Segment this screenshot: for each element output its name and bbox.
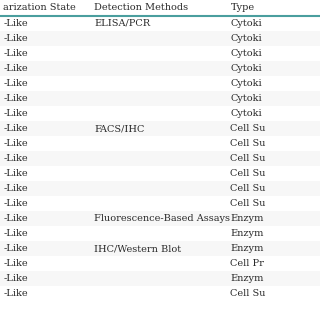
Text: Cytoki: Cytoki (230, 19, 262, 28)
Text: -Like: -Like (3, 274, 28, 283)
Text: ELISA/PCR: ELISA/PCR (94, 19, 150, 28)
Text: -Like: -Like (3, 259, 28, 268)
Text: Enzym: Enzym (230, 244, 264, 253)
Text: Cell Su: Cell Su (230, 169, 266, 178)
Text: arization State: arization State (3, 4, 76, 12)
Text: -Like: -Like (3, 79, 28, 88)
Text: -Like: -Like (3, 289, 28, 298)
Text: Cytoki: Cytoki (230, 109, 262, 118)
Text: Type: Type (230, 4, 254, 12)
Text: -Like: -Like (3, 124, 28, 133)
Bar (0, 196, 320, 211)
Text: Cytoki: Cytoki (230, 79, 262, 88)
Bar (0, 61, 320, 76)
Text: -Like: -Like (3, 199, 28, 208)
Bar (0, 106, 320, 121)
Text: -Like: -Like (3, 169, 28, 178)
Text: IHC/Western Blot: IHC/Western Blot (94, 244, 181, 253)
Bar (0, 211, 320, 226)
Bar (0, 121, 320, 136)
Text: Cytoki: Cytoki (230, 64, 262, 73)
Text: -Like: -Like (3, 64, 28, 73)
Text: Cell Su: Cell Su (230, 154, 266, 163)
Bar (0, 16, 320, 31)
Text: -Like: -Like (3, 49, 28, 58)
Text: -Like: -Like (3, 214, 28, 223)
Bar (0, 151, 320, 166)
Text: Cytoki: Cytoki (230, 34, 262, 43)
Bar (0, 31, 320, 46)
Text: Cell Su: Cell Su (230, 289, 266, 298)
Text: Cell Su: Cell Su (230, 199, 266, 208)
Text: Cell Pr: Cell Pr (230, 259, 264, 268)
Text: Enzym: Enzym (230, 229, 264, 238)
Text: -Like: -Like (3, 94, 28, 103)
Text: Enzym: Enzym (230, 214, 264, 223)
Text: -Like: -Like (3, 154, 28, 163)
Text: -Like: -Like (3, 244, 28, 253)
Text: Cell Su: Cell Su (230, 124, 266, 133)
Text: Cytoki: Cytoki (230, 94, 262, 103)
Text: FACS/IHC: FACS/IHC (94, 124, 145, 133)
Bar (0, 181, 320, 196)
Text: -Like: -Like (3, 109, 28, 118)
Text: Enzym: Enzym (230, 274, 264, 283)
Bar (0, 226, 320, 241)
Text: -Like: -Like (3, 139, 28, 148)
Text: -Like: -Like (3, 19, 28, 28)
Text: Cell Su: Cell Su (230, 139, 266, 148)
Bar (0, 166, 320, 181)
Text: Fluorescence-Based Assays: Fluorescence-Based Assays (94, 214, 230, 223)
Bar (0, 46, 320, 61)
Bar (0, 136, 320, 151)
Bar (0, 256, 320, 271)
Text: Detection Methods: Detection Methods (94, 4, 188, 12)
Bar (0, 241, 320, 256)
Bar (0, 91, 320, 106)
Text: Cytoki: Cytoki (230, 49, 262, 58)
Text: -Like: -Like (3, 229, 28, 238)
Text: -Like: -Like (3, 184, 28, 193)
Text: Cell Su: Cell Su (230, 184, 266, 193)
Bar (0, 271, 320, 286)
Bar (0, 286, 320, 301)
Text: -Like: -Like (3, 34, 28, 43)
Bar (0, 76, 320, 91)
